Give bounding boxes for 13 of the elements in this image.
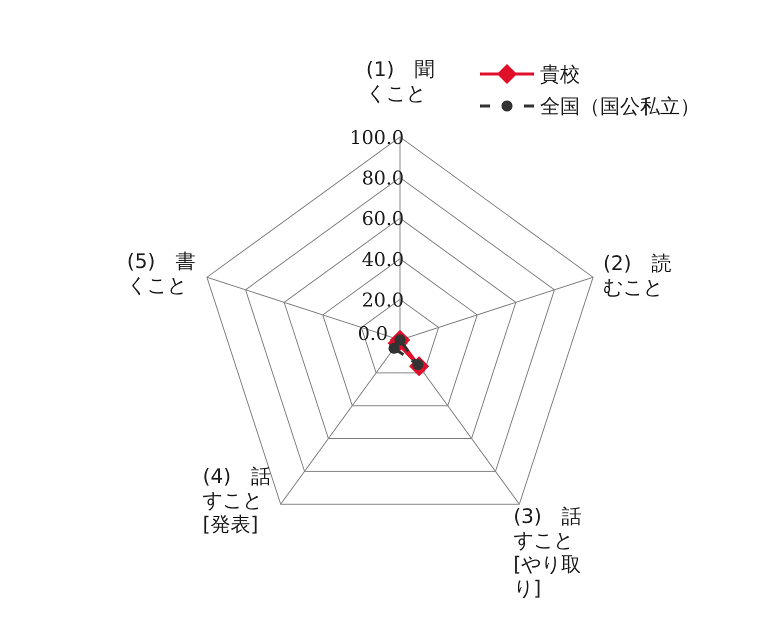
spoke-label: (1) 聞くこと [366, 57, 436, 105]
spoke-label: (2) 読むこと [603, 251, 672, 300]
spoke-label: (4) 話すこと[発表] [202, 464, 272, 536]
spoke-label: (3) 話すこと[やり取り] [513, 504, 583, 600]
y-tick-label: 60.0 [362, 208, 404, 230]
y-tick-label: 40.0 [362, 248, 404, 271]
legend-label: 全国（国公私立） [540, 94, 700, 118]
spoke-label: (5) 書くこと [126, 249, 196, 298]
y-tick-label: 80.0 [362, 168, 404, 190]
y-tick-label: 20.0 [362, 289, 404, 312]
legend-label: 貴校 [540, 62, 580, 86]
y-tick-label: 0.0 [358, 323, 388, 345]
y-tick-label: 100.0 [350, 127, 404, 149]
